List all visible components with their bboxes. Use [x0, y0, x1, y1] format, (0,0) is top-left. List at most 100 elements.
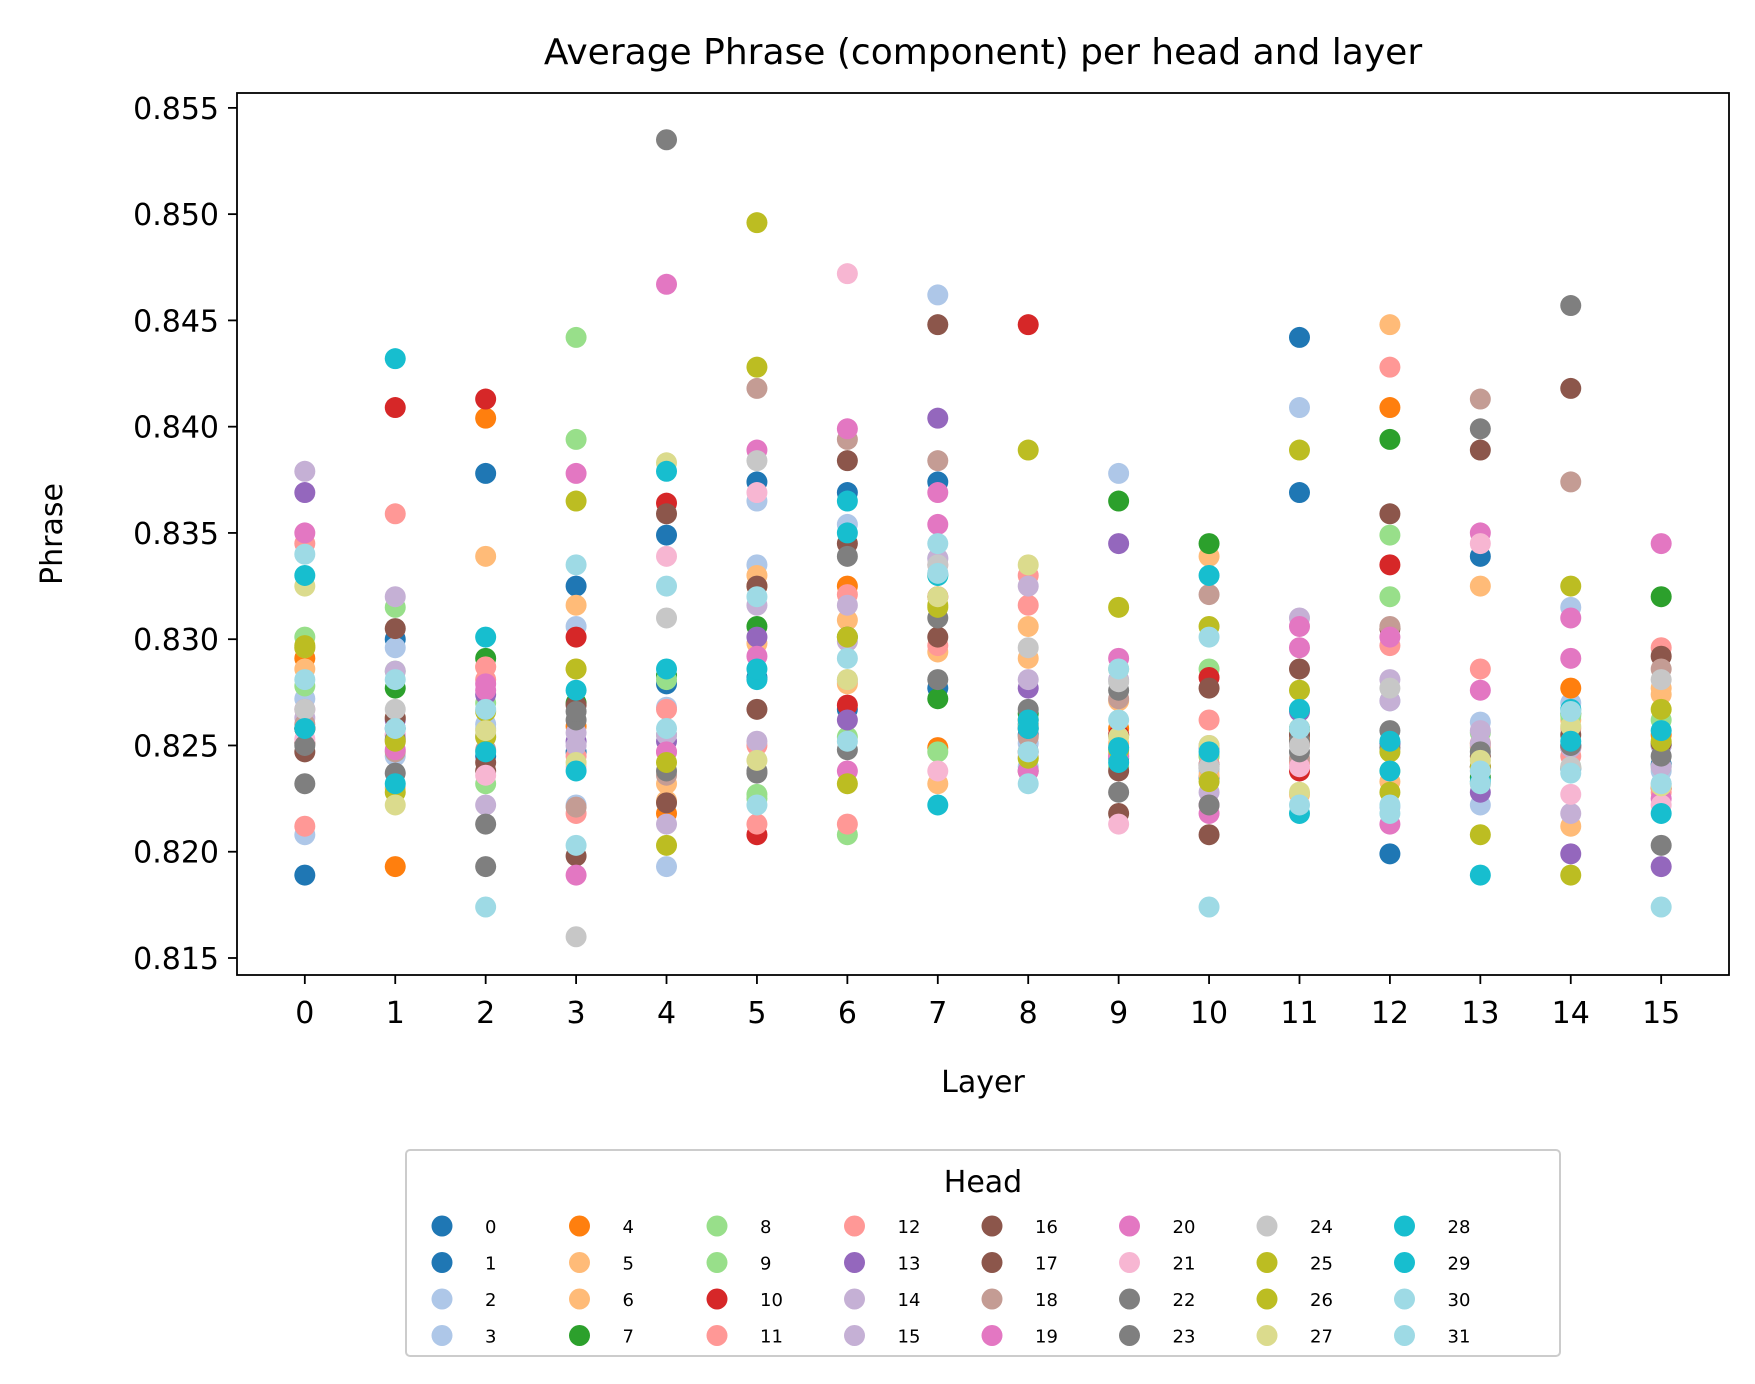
- y-axis: 0.815 0.820 0.825 0.830 0.835 0.840 0.845 0.850…: [133, 92, 237, 977]
- point-head-25-layer-15: [1650, 698, 1672, 720]
- point-head-28-layer-9: [1108, 751, 1130, 773]
- point-head-13-layer-14: [1560, 843, 1582, 865]
- point-head-29-layer-2: [475, 626, 497, 648]
- point-head-7-layer-15: [1650, 586, 1672, 608]
- point-head-21-layer-9: [1108, 813, 1130, 835]
- point-head-30-layer-8: [1017, 741, 1039, 763]
- point-head-30-layer-0: [294, 543, 316, 565]
- point-head-24-layer-1: [384, 698, 406, 720]
- point-head-31-layer-0: [294, 669, 316, 691]
- point-head-20-layer-2: [475, 673, 497, 695]
- point-head-2-layer-4: [656, 856, 678, 878]
- legend-marker: [844, 1325, 865, 1346]
- point-head-25-layer-14: [1560, 575, 1582, 597]
- x-tick-label: 5: [747, 996, 766, 1031]
- point-head-25-layer-8: [1017, 439, 1039, 461]
- point-head-11-layer-12: [1379, 356, 1401, 378]
- point-head-30-layer-14: [1560, 762, 1582, 784]
- point-head-29-layer-3: [565, 760, 587, 782]
- point-head-7-layer-10: [1198, 533, 1220, 555]
- point-head-30-layer-4: [656, 575, 678, 597]
- point-head-31-layer-1: [384, 717, 406, 739]
- point-head-26-layer-4: [656, 834, 678, 856]
- point-head-27-layer-7: [927, 586, 949, 608]
- point-head-22-layer-9: [1108, 781, 1130, 803]
- point-head-15-layer-3: [565, 734, 587, 756]
- y-tick-label: 0.820: [133, 836, 219, 871]
- point-head-28-layer-15: [1650, 802, 1672, 824]
- point-head-29-layer-12: [1379, 760, 1401, 782]
- legend-label: 23: [1173, 1327, 1196, 1348]
- x-tick-label: 11: [1280, 996, 1318, 1031]
- point-head-0-layer-0: [294, 864, 316, 886]
- x-tick-label: 15: [1642, 996, 1680, 1031]
- point-head-7-layer-12: [1379, 428, 1401, 450]
- point-head-23-layer-0: [294, 734, 316, 756]
- point-head-11-layer-1: [384, 503, 406, 525]
- legend-label: 30: [1448, 1290, 1471, 1311]
- point-head-22-layer-14: [1560, 295, 1582, 317]
- point-head-14-layer-2: [475, 794, 497, 816]
- y-axis-label: Phrase: [35, 483, 70, 585]
- point-head-26-layer-3: [565, 490, 587, 512]
- point-head-24-layer-4: [656, 607, 678, 629]
- point-head-14-layer-5: [746, 730, 768, 752]
- x-tick-label: 3: [567, 996, 586, 1031]
- x-tick-label: 1: [386, 996, 405, 1031]
- legend-label: 21: [1173, 1254, 1196, 1275]
- point-head-8-layer-3: [565, 326, 587, 348]
- point-head-25-layer-6: [836, 773, 858, 795]
- point-head-31-layer-6: [836, 730, 858, 752]
- point-head-4-layer-2: [475, 407, 497, 429]
- point-head-22-layer-10: [1198, 794, 1220, 816]
- point-head-5-layer-12: [1379, 314, 1401, 336]
- point-head-25-layer-4: [656, 751, 678, 773]
- legend-label: 12: [898, 1217, 921, 1238]
- legend-marker: [431, 1215, 453, 1237]
- point-head-29-layer-5: [746, 658, 768, 680]
- point-head-16-layer-4: [656, 792, 678, 814]
- legend-label: 15: [898, 1327, 921, 1348]
- point-head-31-layer-5: [746, 586, 768, 608]
- point-head-7-layer-9: [1108, 490, 1130, 512]
- point-head-16-layer-10: [1198, 824, 1220, 846]
- point-head-27-layer-1: [384, 794, 406, 816]
- point-head-25-layer-5: [746, 356, 768, 378]
- point-head-30-layer-6: [836, 647, 858, 669]
- point-head-31-layer-7: [927, 562, 949, 584]
- point-head-2-layer-1: [384, 637, 406, 659]
- point-head-30-layer-15: [1650, 773, 1672, 795]
- legend-marker: [569, 1325, 590, 1346]
- point-head-19-layer-0: [294, 522, 316, 544]
- point-head-11-layer-10: [1198, 709, 1220, 731]
- point-head-14-layer-0: [294, 460, 316, 482]
- x-tick-label: 10: [1190, 996, 1228, 1031]
- point-head-0-layer-11: [1288, 482, 1310, 504]
- point-head-9-layer-12: [1379, 586, 1401, 608]
- point-head-22-layer-7: [927, 669, 949, 691]
- point-head-26-layer-6: [836, 626, 858, 648]
- legend-marker: [431, 1288, 453, 1310]
- legend-marker: [1119, 1215, 1140, 1237]
- point-head-17-layer-4: [656, 503, 678, 525]
- legend-marker: [981, 1288, 1003, 1310]
- legend-label: 17: [1035, 1254, 1058, 1275]
- y-tick-label: 0.815: [133, 942, 219, 977]
- point-head-4-layer-12: [1379, 397, 1401, 419]
- y-tick-label: 0.845: [133, 304, 219, 339]
- legend-marker: [431, 1325, 453, 1346]
- point-head-5-layer-6: [836, 609, 858, 631]
- point-head-21-layer-14: [1560, 783, 1582, 805]
- plot-area-frame: [236, 92, 1730, 976]
- legend-marker: [981, 1252, 1003, 1273]
- legend-marker: [569, 1215, 590, 1237]
- legend-marker: [1256, 1325, 1278, 1346]
- point-head-10-layer-1: [384, 397, 406, 419]
- point-head-11-layer-8: [1017, 594, 1039, 616]
- x-tick-label: 13: [1461, 996, 1499, 1031]
- point-head-16-layer-7: [927, 626, 949, 648]
- legend-label: 25: [1310, 1254, 1333, 1275]
- point-head-1-layer-11: [1288, 326, 1310, 348]
- legend-label: 4: [623, 1217, 634, 1238]
- point-head-29-layer-15: [1650, 720, 1672, 742]
